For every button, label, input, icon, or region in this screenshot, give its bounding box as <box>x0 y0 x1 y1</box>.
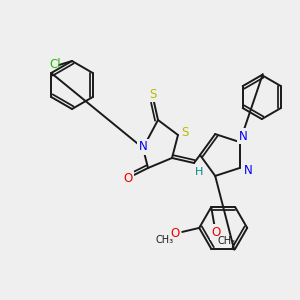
Text: O: O <box>123 172 133 185</box>
Text: O: O <box>212 226 221 238</box>
Text: N: N <box>238 130 247 142</box>
Text: S: S <box>149 88 157 100</box>
Text: H: H <box>195 167 203 177</box>
Text: Cl: Cl <box>49 58 61 71</box>
Text: O: O <box>171 227 180 240</box>
Text: CH₃: CH₃ <box>217 236 235 246</box>
Text: N: N <box>139 140 147 154</box>
Text: CH₃: CH₃ <box>155 235 173 245</box>
Text: N: N <box>243 164 252 177</box>
Text: S: S <box>181 125 189 139</box>
